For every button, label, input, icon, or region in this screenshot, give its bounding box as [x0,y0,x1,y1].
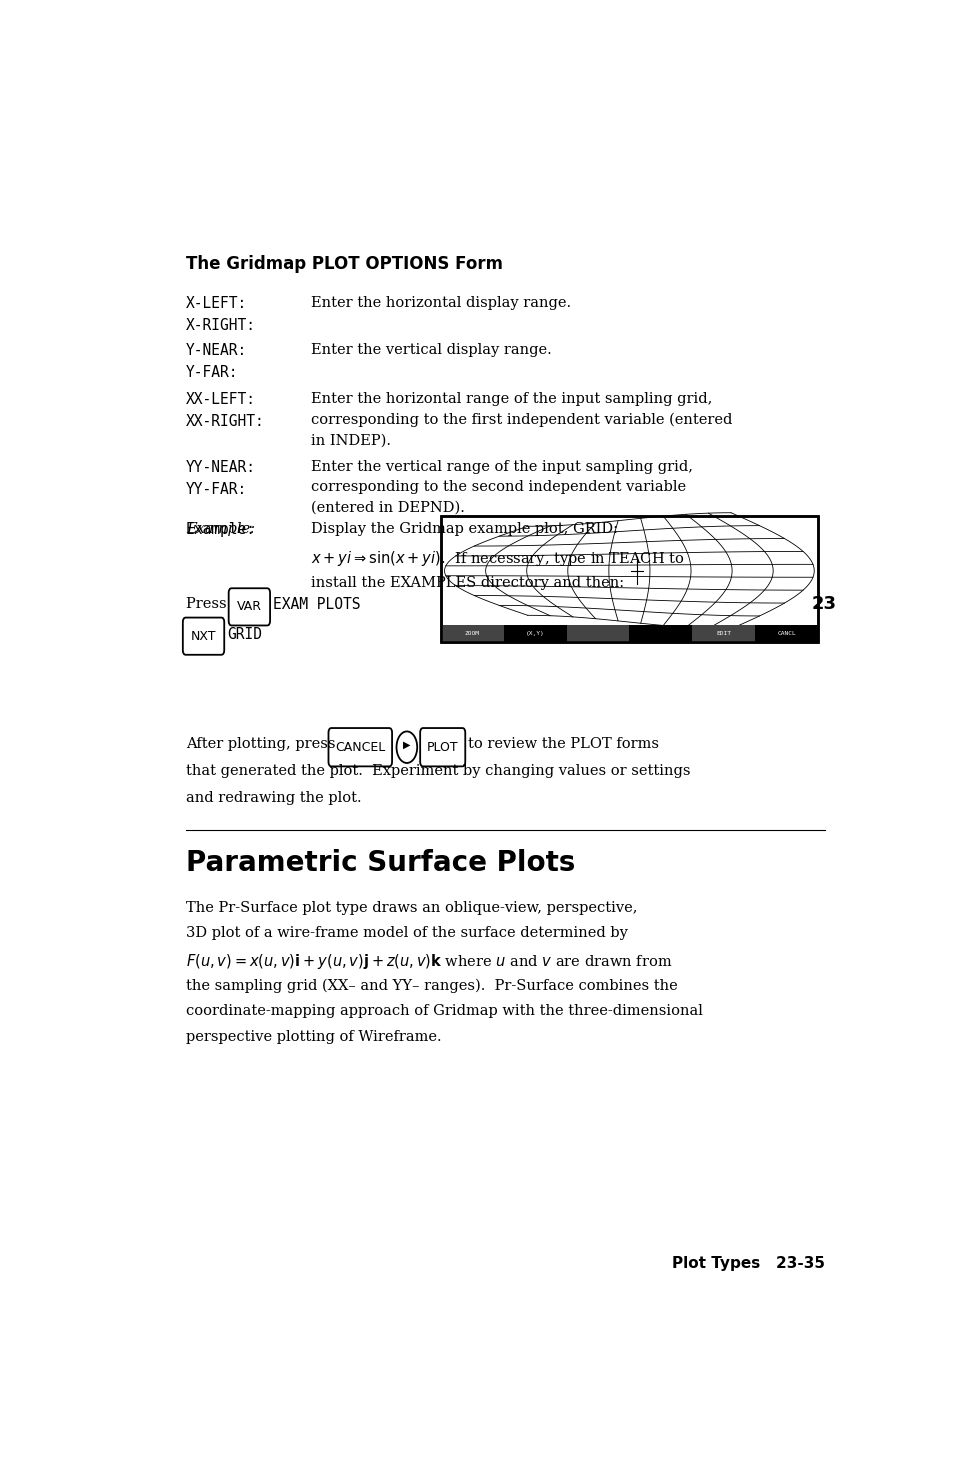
Text: After plotting, press: After plotting, press [186,736,339,751]
Text: Y-NEAR:
Y-FAR:: Y-NEAR: Y-FAR: [186,343,247,379]
Text: install the EXAMPLES directory and then:: install the EXAMPLES directory and then: [311,575,624,590]
Text: YY-NEAR:
YY-FAR:: YY-NEAR: YY-FAR: [186,460,255,496]
Text: EDIT: EDIT [716,631,730,637]
Bar [440,625,817,643]
Text: X-LEFT:
X-RIGHT:: X-LEFT: X-RIGHT: [186,296,255,334]
Text: the sampling grid (XX– and YY– ranges).  Pr-Surface combines the: the sampling grid (XX– and YY– ranges). … [186,978,677,993]
Bar [440,517,817,643]
Text: to review the PLOT forms: to review the PLOT forms [468,736,659,751]
Bar [440,517,817,643]
Text: The Gridmap PLOT OPTIONS Form: The Gridmap PLOT OPTIONS Form [186,255,502,272]
Text: that generated the plot.  Experiment by changing values or settings: that generated the plot. Experiment by c… [186,764,690,779]
Bar [566,625,629,643]
Text: Display the Gridmap example plot, GRID:: Display the Gridmap example plot, GRID: [311,521,618,536]
Text: XX-LEFT:
XX-RIGHT:: XX-LEFT: XX-RIGHT: [186,392,264,429]
Text: perspective plotting of Wireframe.: perspective plotting of Wireframe. [186,1031,441,1044]
Text: 3D plot of a wire-frame model of the surface determined by: 3D plot of a wire-frame model of the sur… [186,927,627,940]
Text: The Pr-Surface plot type draws an oblique-view, perspective,: The Pr-Surface plot type draws an obliqu… [186,900,637,915]
Text: 23: 23 [811,594,836,613]
Text: Parametric Surface Plots: Parametric Surface Plots [186,849,575,877]
Text: Example:: Example: [186,521,254,536]
Text: and redrawing the plot.: and redrawing the plot. [186,791,361,805]
Text: NXT: NXT [191,630,216,643]
Text: $x + y\mathit{i} \Rightarrow \sin(x + y\mathit{i})$.  If necessary, type in TEAC: $x + y\mathit{i} \Rightarrow \sin(x + y\… [311,549,684,568]
FancyBboxPatch shape [328,728,392,766]
Text: coordinate-mapping approach of Gridmap with the three-dimensional: coordinate-mapping approach of Gridmap w… [186,1004,702,1019]
Text: Example:: Example: [186,521,255,537]
Text: PLOT: PLOT [426,741,458,754]
Text: CANCL: CANCL [777,631,795,637]
FancyBboxPatch shape [229,589,270,625]
Text: Enter the vertical display range.: Enter the vertical display range. [311,343,552,357]
Text: EXAM PLOTS: EXAM PLOTS [273,597,360,612]
Text: Plot Types   23-35: Plot Types 23-35 [672,1256,824,1271]
Text: ZOOM: ZOOM [464,631,479,637]
Text: Enter the vertical range of the input sampling grid,
corresponding to the second: Enter the vertical range of the input sa… [311,460,693,515]
Text: Enter the horizontal display range.: Enter the horizontal display range. [311,296,571,310]
FancyBboxPatch shape [419,728,465,766]
Text: Enter the horizontal range of the input sampling grid,
corresponding to the firs: Enter the horizontal range of the input … [311,392,732,448]
Text: GRID: GRID [227,627,262,641]
Bar [692,625,755,643]
Text: (X,Y): (X,Y) [525,631,544,637]
Text: $F(u, v) = x(u, v)\mathbf{i} + y(u, v)\mathbf{j} + z(u, v)\mathbf{k}$ where $u$ : $F(u, v) = x(u, v)\mathbf{i} + y(u, v)\m… [186,953,672,972]
Text: CANCEL: CANCEL [335,741,385,754]
Text: VAR: VAR [236,600,262,613]
Bar [440,625,503,643]
Text: ▶: ▶ [403,739,410,750]
Text: Press: Press [186,597,231,612]
FancyBboxPatch shape [183,618,224,654]
